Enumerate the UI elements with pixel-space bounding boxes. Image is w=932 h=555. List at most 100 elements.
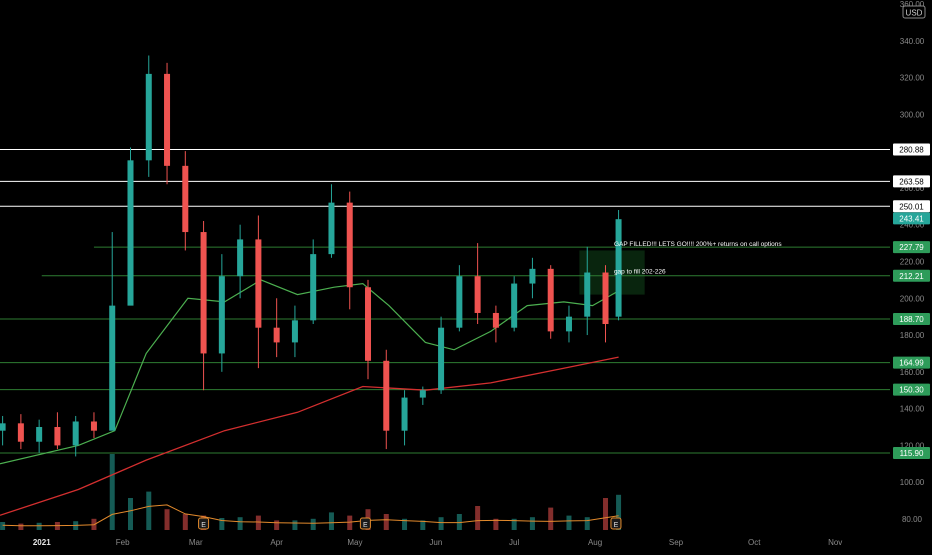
x-tick-label: Oct: [748, 538, 761, 547]
level-price-label-box: [893, 383, 930, 396]
y-tick-label: 100.00: [900, 478, 925, 487]
candle: [346, 191, 353, 310]
candle: [182, 151, 189, 251]
level-price-label: 227.79: [893, 241, 930, 254]
candle: [492, 305, 499, 343]
x-tick-label: 2021: [33, 538, 51, 547]
candle-body: [456, 276, 463, 328]
earnings-marker: E: [198, 517, 210, 530]
earnings-marker-box: [610, 517, 622, 530]
volume-bar: [292, 520, 298, 530]
candle-body: [145, 73, 152, 161]
candle-body: [291, 320, 298, 343]
candle: [218, 254, 225, 372]
candle-body: [438, 327, 445, 391]
y-tick-label: 200.00: [900, 294, 925, 303]
earnings-marker: E: [359, 517, 371, 530]
volume-bar: [219, 518, 225, 530]
level-price-label-box: [893, 356, 930, 369]
annotation-text: gap to fill 202-226: [614, 269, 666, 276]
candle-body: [365, 287, 372, 361]
level-price-label-box: [893, 241, 930, 254]
volume-bar: [237, 517, 243, 530]
candle: [547, 265, 554, 339]
level-price-label-text: 212.21: [899, 272, 924, 281]
candle-body: [36, 427, 43, 442]
volume-bar: [456, 514, 462, 530]
level-price-label-box: [893, 200, 930, 213]
volume-bar: [616, 494, 622, 530]
earnings-marker-label: E: [363, 522, 368, 529]
y-tick-label: 220.00: [900, 257, 925, 266]
time-axis[interactable]: 2021 Feb Mar Apr May Jun Jul Aug Sep Oct Nov: [33, 538, 842, 547]
candle-body: [0, 423, 6, 431]
volume-bar: [383, 514, 389, 530]
candle: [200, 221, 207, 391]
candle: [72, 415, 79, 457]
candle-body: [127, 160, 134, 306]
x-tick-label: Mar: [189, 538, 203, 547]
volume-bar: [36, 522, 42, 530]
currency-badge-box: [902, 5, 926, 19]
candle: [164, 62, 171, 185]
candle-body: [90, 421, 97, 431]
candle-body: [273, 327, 280, 343]
y-tick-label: 120.00: [900, 441, 925, 450]
level-price-label-box: [893, 143, 930, 156]
candle-body: [237, 239, 244, 277]
candle-body: [218, 276, 225, 354]
y-tick-label: 180.00: [900, 331, 925, 340]
volume-ma-line: [2, 504, 619, 527]
candle: [328, 184, 335, 258]
candle: [602, 265, 609, 343]
currency-badge[interactable]: USD: [902, 5, 926, 19]
candle-body: [615, 219, 622, 317]
candle: [401, 390, 408, 446]
level-price-label-text: 263.58: [899, 177, 924, 186]
level-price-label-box: [893, 313, 930, 326]
earnings-marker: E: [610, 517, 622, 530]
candle: [17, 414, 24, 450]
y-tick-label: 300.00: [900, 110, 925, 119]
volume-bar: [475, 506, 481, 530]
candle: [419, 386, 426, 405]
candle: [291, 305, 298, 358]
candle-body: [401, 397, 408, 431]
level-price-label-text: 227.79: [899, 243, 924, 252]
candle-body: [109, 305, 116, 431]
candle-body: [492, 312, 499, 328]
candle-body: [565, 316, 572, 332]
volume-bar: [603, 498, 609, 530]
y-tick-label: 360.00: [900, 0, 925, 9]
level-price-label: 212.21: [893, 269, 930, 282]
candle: [529, 257, 536, 299]
y-tick-label: 320.00: [900, 74, 925, 83]
candle: [0, 415, 6, 446]
candle: [438, 316, 445, 394]
candle-body: [547, 268, 554, 332]
candle-body: [602, 272, 609, 325]
current-price-label-text: 243.41: [899, 214, 924, 223]
volume-bar: [328, 512, 334, 530]
candle-body: [419, 390, 426, 398]
annotation-text: GAP FILLED!!! LETS GO!!!! 200%+ returns …: [614, 241, 782, 248]
price-axis[interactable]: 80.00 100.00 120.00 140.00 160.00 180.00 200.0…: [900, 0, 925, 524]
candle: [237, 224, 244, 299]
candle: [584, 246, 591, 336]
candle: [365, 279, 372, 380]
volume-bar: [438, 517, 444, 530]
level-price-label: 164.99: [893, 356, 930, 369]
volume-bar: [274, 520, 280, 530]
level-price-label-text: 150.30: [899, 386, 924, 395]
candle-body: [200, 232, 207, 354]
candle-body: [346, 202, 353, 288]
level-price-label-text: 250.01: [899, 202, 924, 211]
y-tick-label: 140.00: [900, 405, 925, 414]
earnings-marker-label: E: [201, 522, 206, 529]
x-tick-label: Sep: [669, 538, 684, 547]
level-price-label-text: 164.99: [899, 359, 924, 368]
annotations-layer: GAP FILLED!!! LETS GO!!!! 200%+ returns …: [614, 241, 782, 276]
